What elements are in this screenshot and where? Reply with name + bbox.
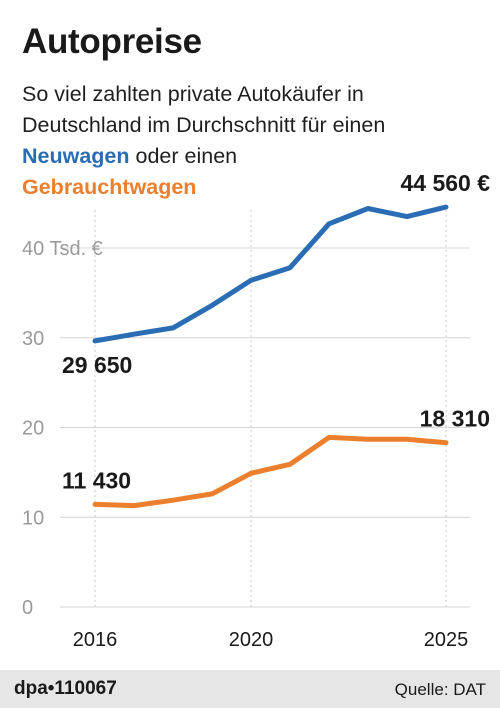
chart-title: Autopreise — [22, 22, 202, 61]
y-tick-label: 20 — [22, 418, 44, 440]
legend-label-new-cars: Neuwagen — [22, 144, 130, 168]
subtitle-line-2: Deutschland im Durchschnitt für einen — [22, 113, 386, 137]
data-label: 11 430 — [62, 467, 131, 493]
legend-label-used-cars: Gebrauchtwagen — [22, 175, 197, 199]
subtitle-connector: oder einen — [129, 144, 238, 168]
series-line-new-cars — [92, 204, 449, 344]
y-tick-label: 0 — [22, 597, 33, 619]
credit-label: dpa•110067 — [14, 678, 117, 699]
footer-bar: dpa•110067 Quelle: DAT — [0, 670, 500, 708]
subtitle-line-3: Neuwagen oder einen — [22, 144, 237, 169]
data-label: 29 650 — [62, 352, 132, 378]
x-tick-label: 2020 — [229, 629, 274, 651]
grid-layer: 0 10 20 30 40 Tsd. € 2016 2020 2025 — [22, 210, 470, 651]
x-tick-label: 2016 — [73, 629, 118, 651]
line-chart: 0 10 20 30 40 Tsd. € 2016 2020 2025 29 650 44 56… — [22, 170, 490, 651]
y-tick-label: 10 — [22, 507, 44, 529]
source-label: Quelle: DAT — [394, 680, 486, 699]
y-tick-label: 30 — [22, 328, 44, 350]
data-label: 18 310 — [420, 406, 490, 432]
x-tick-label: 2025 — [424, 629, 469, 651]
series-line-used-cars — [92, 434, 449, 509]
series-layer — [92, 204, 449, 509]
subtitle-line-1: So viel zahlten private Autokäufer in — [22, 82, 364, 106]
y-tick-label: 40 Tsd. € — [22, 238, 103, 260]
label-layer: 29 650 44 560 € 11 430 18 310 — [62, 170, 490, 493]
data-label: 44 560 € — [400, 170, 490, 196]
